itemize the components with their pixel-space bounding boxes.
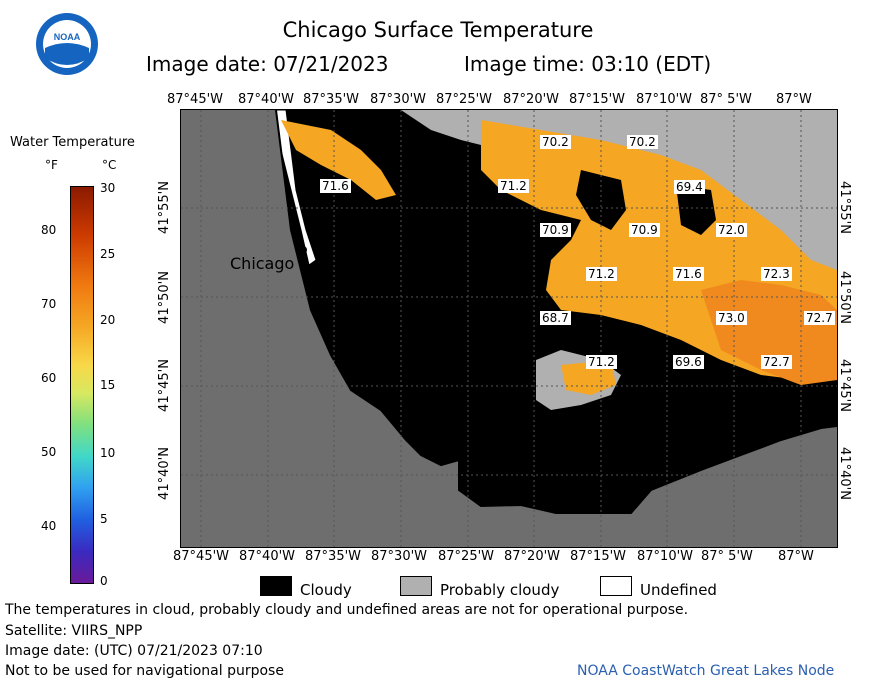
temp-label: 70.2 xyxy=(540,135,571,149)
c-tick-10: 10 xyxy=(100,446,116,460)
legend-swatch-cloudy xyxy=(260,576,292,596)
c-tick-15: 15 xyxy=(100,378,116,392)
lon-bottom-10: 87°W xyxy=(778,549,814,564)
lon-top-8: 87°10'W xyxy=(636,92,693,107)
cloud-hole-2 xyxy=(676,185,716,235)
f-tick-70: 70 xyxy=(41,297,57,311)
temp-label: 73.0 xyxy=(716,311,747,325)
lon-top-4: 87°30'W xyxy=(370,92,427,107)
footer-nav: Not to be used for navigational purpose xyxy=(5,663,284,679)
lat-right-4: 41°40'N xyxy=(836,447,852,500)
svg-text:NOAA: NOAA xyxy=(54,32,81,42)
lat-right-3: 41°45'N xyxy=(836,359,852,412)
lon-bottom-2: 87°40'W xyxy=(239,549,296,564)
lat-right-2: 41°50'N xyxy=(836,271,852,324)
lat-left-2: 41°50'N xyxy=(156,271,172,324)
lon-top-3: 87°35'W xyxy=(303,92,360,107)
image-date: Image date: 07/21/2023 xyxy=(146,52,389,76)
lon-top-5: 87°25'W xyxy=(436,92,493,107)
lon-bottom-1: 87°45'W xyxy=(173,549,230,564)
colorbar xyxy=(70,186,94,584)
lon-bottom-4: 87°30'W xyxy=(371,549,428,564)
lon-top-9: 87° 5'W xyxy=(700,92,752,107)
temp-label: 71.2 xyxy=(586,267,617,281)
footer-credit: NOAA CoastWatch Great Lakes Node xyxy=(577,663,835,679)
temp-label: 72.7 xyxy=(804,311,835,325)
temp-label: 70.9 xyxy=(540,223,571,237)
c-tick-0: 0 xyxy=(100,574,108,588)
noaa-logo: NOAA xyxy=(35,12,99,76)
legend-swatch-probably-cloudy xyxy=(400,576,432,596)
colorbar-unit-f: °F xyxy=(45,158,58,172)
colorbar-unit-c: °C xyxy=(102,158,117,172)
temp-label: 71.6 xyxy=(320,179,351,193)
lat-left-4: 41°40'N xyxy=(156,447,172,500)
footer-satellite: Satellite: VIIRS_NPP xyxy=(5,623,143,639)
lon-bottom-3: 87°35'W xyxy=(305,549,362,564)
graticule xyxy=(181,110,837,547)
warm-water-3 xyxy=(281,120,396,200)
temp-label: 72.3 xyxy=(761,267,792,281)
temp-label: 71.6 xyxy=(673,267,704,281)
footer-note: The temperatures in cloud, probably clou… xyxy=(5,602,689,618)
legend-label-cloudy: Cloudy xyxy=(300,581,352,599)
temp-label: 69.6 xyxy=(673,355,704,369)
map-title: Chicago Surface Temperature xyxy=(282,18,594,42)
temp-label: 68.7 xyxy=(540,311,571,325)
f-tick-50: 50 xyxy=(41,445,57,459)
temp-label: 70.2 xyxy=(627,135,658,149)
map-svg xyxy=(181,110,837,547)
lon-bottom-9: 87° 5'W xyxy=(701,549,753,564)
city-label: Chicago xyxy=(230,254,295,273)
c-tick-30: 30 xyxy=(100,181,116,195)
lon-top-1: 87°45'W xyxy=(167,92,224,107)
warm-water-2 xyxy=(701,280,837,385)
lon-bottom-8: 87°10'W xyxy=(637,549,694,564)
lat-left-1: 41°55'N xyxy=(156,181,172,234)
lat-right-1: 41°55'N xyxy=(836,181,852,234)
chicago-marker xyxy=(299,246,307,254)
lon-top-2: 87°40'W xyxy=(238,92,295,107)
f-tick-40: 40 xyxy=(41,519,57,533)
temp-label: 72.0 xyxy=(716,223,747,237)
f-tick-60: 60 xyxy=(41,371,57,385)
lon-top-6: 87°20'W xyxy=(503,92,560,107)
temp-label: 69.4 xyxy=(674,180,705,194)
legend-label-undefined: Undefined xyxy=(640,581,717,599)
lon-top-10: 87°W xyxy=(776,92,812,107)
shoreline xyxy=(275,110,837,514)
lon-bottom-5: 87°25'W xyxy=(438,549,495,564)
colorbar-title: Water Temperature xyxy=(10,135,135,150)
c-tick-25: 25 xyxy=(100,247,116,261)
temp-label: 71.2 xyxy=(586,355,617,369)
temp-label: 71.2 xyxy=(498,179,529,193)
legend-label-probably-cloudy: Probably cloudy xyxy=(440,581,560,599)
lon-bottom-7: 87°15'W xyxy=(570,549,627,564)
map-area: Chicago 71.6 70.2 70.2 71.2 69.4 70.9 70… xyxy=(180,109,838,548)
footer-utc: Image date: (UTC) 07/21/2023 07:10 xyxy=(5,643,263,659)
c-tick-5: 5 xyxy=(100,512,108,526)
image-time: Image time: 03:10 (EDT) xyxy=(464,52,712,76)
c-tick-20: 20 xyxy=(100,313,116,327)
lon-top-7: 87°15'W xyxy=(569,92,626,107)
probably-cloudy-1 xyxy=(401,110,837,290)
temp-label: 70.9 xyxy=(629,223,660,237)
legend-swatch-undefined xyxy=(600,576,632,596)
lon-bottom-6: 87°20'W xyxy=(504,549,561,564)
f-tick-80: 80 xyxy=(41,223,57,237)
temp-label: 72.7 xyxy=(761,355,792,369)
lat-left-3: 41°45'N xyxy=(156,359,172,412)
